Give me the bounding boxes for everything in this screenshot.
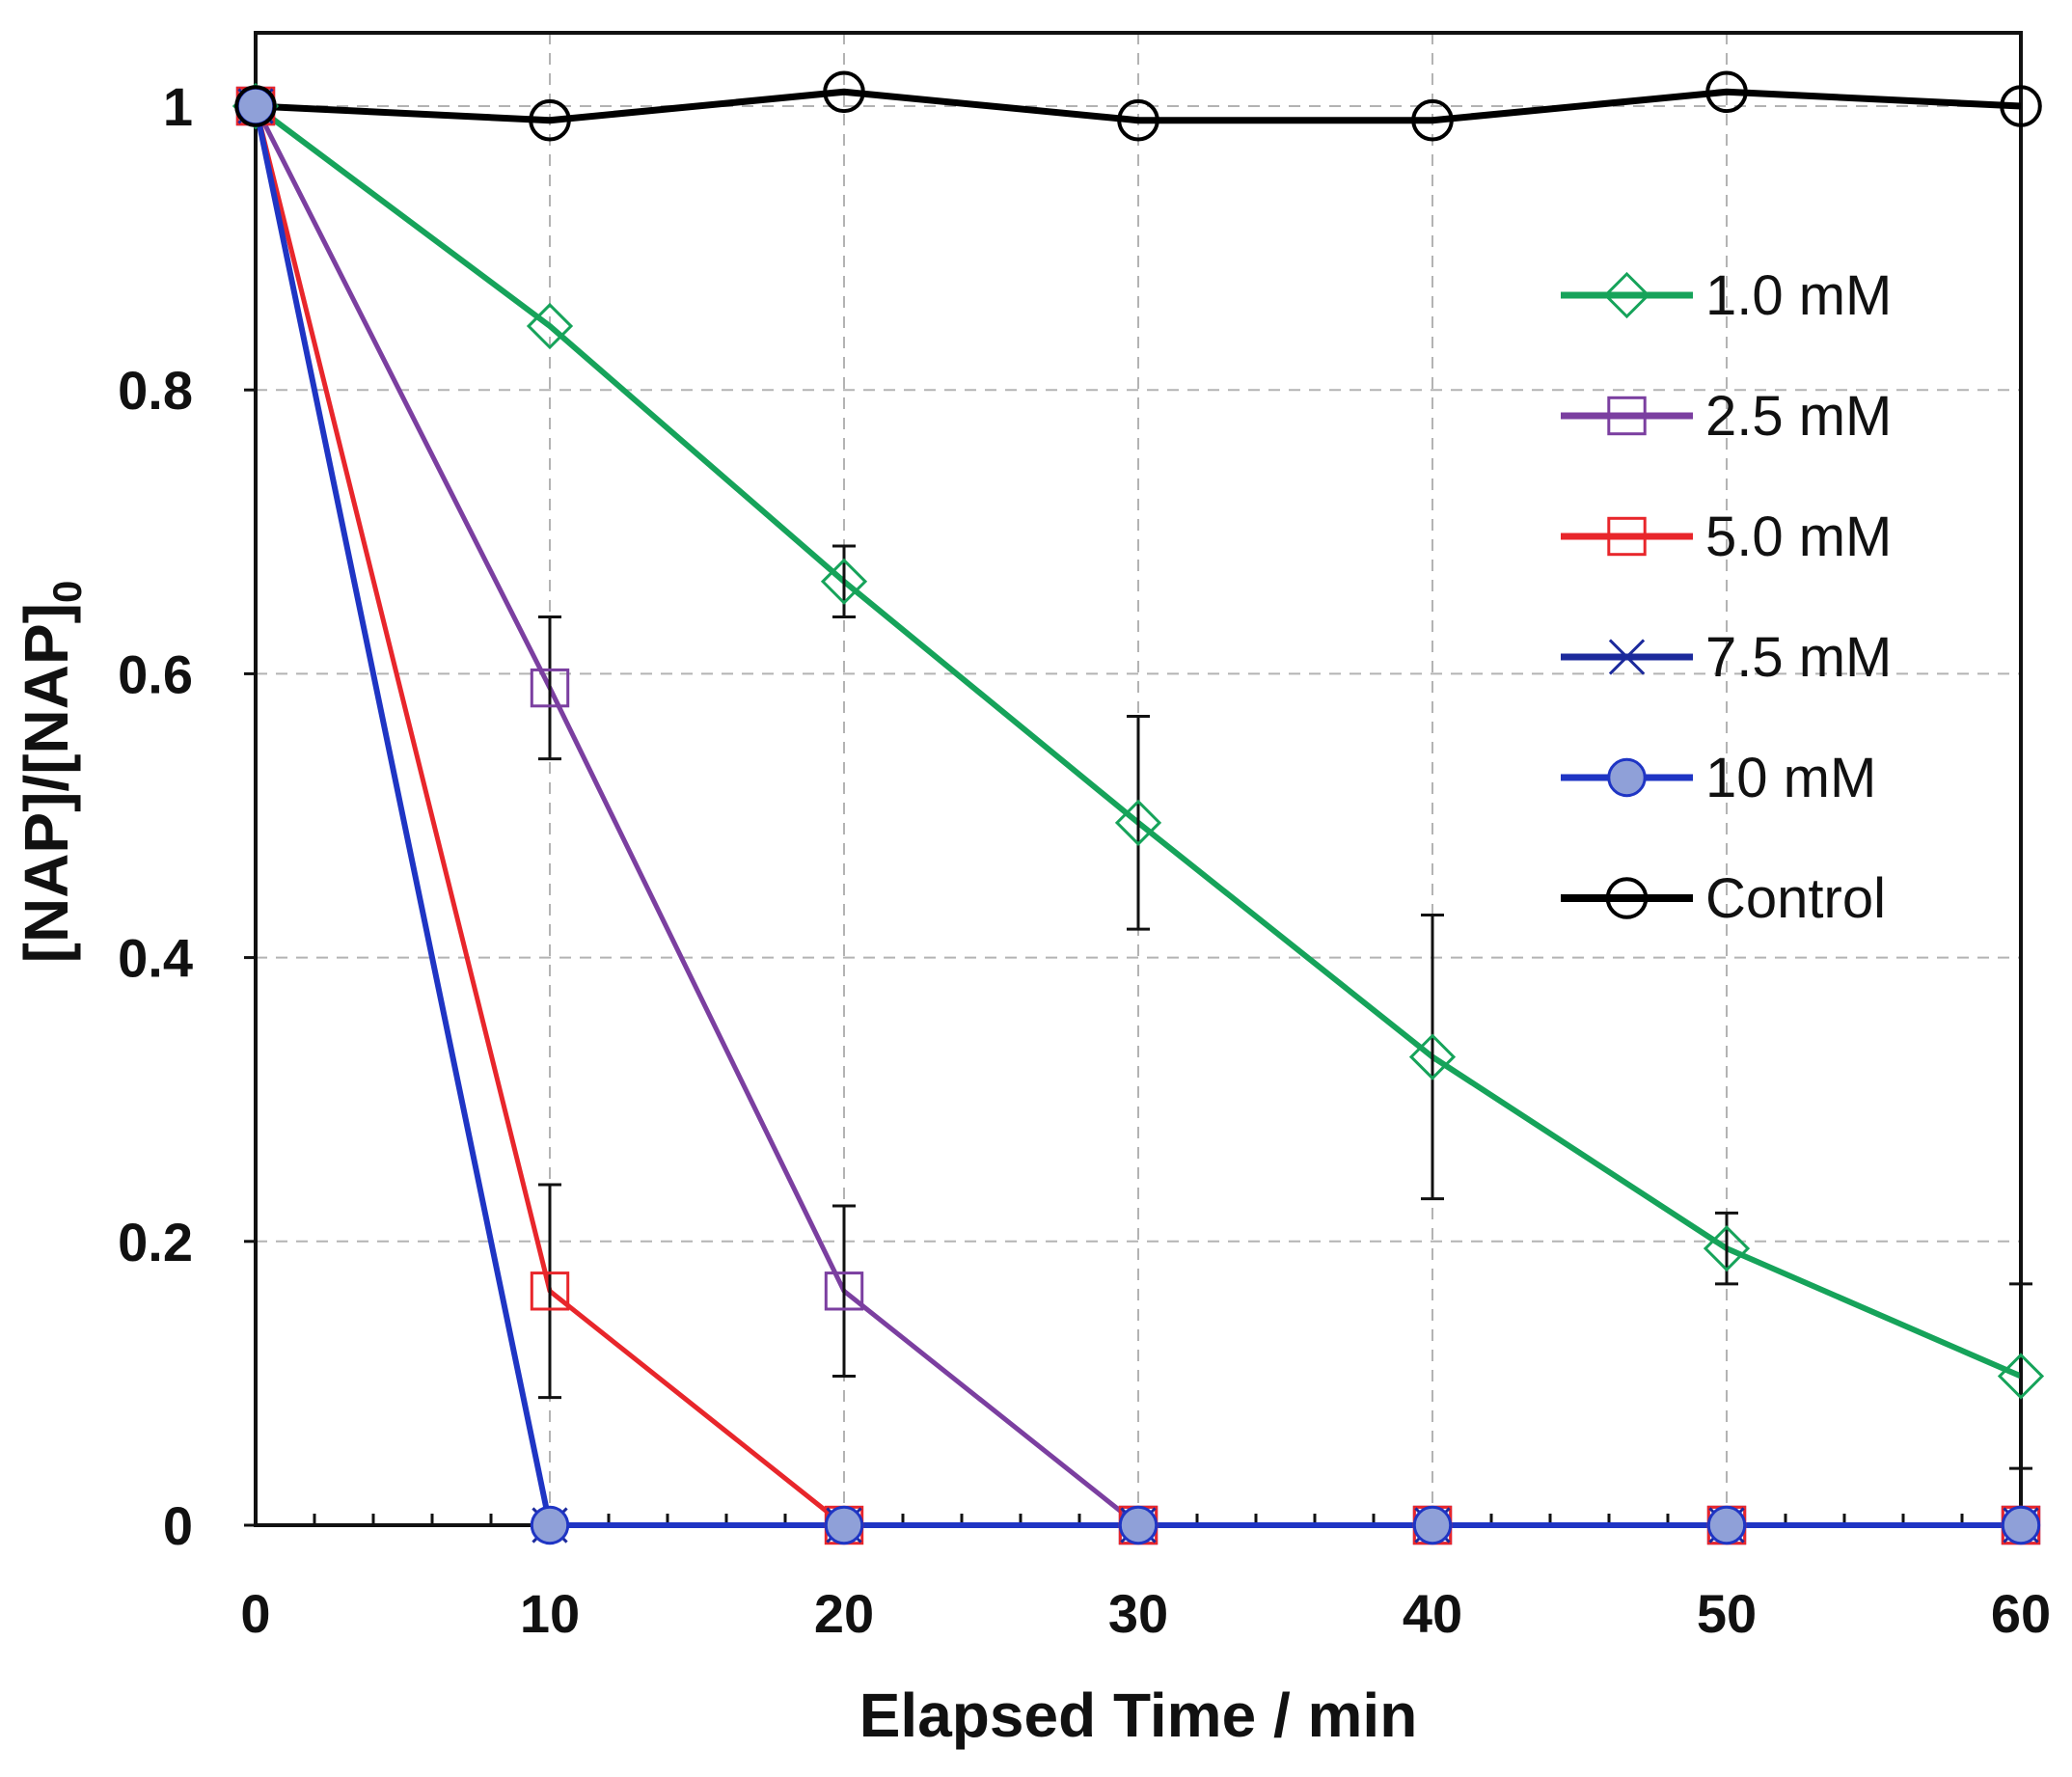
marker-diamond xyxy=(1408,1033,1457,1080)
legend-label: Control xyxy=(1705,867,1886,930)
marker-circle xyxy=(823,70,865,114)
y-axis-title-group: [NAP]/[NAP]0 xyxy=(12,581,90,964)
y-axis-title-subscript: 0 xyxy=(44,581,90,603)
marker-circle xyxy=(529,98,571,142)
marker-circle-filled xyxy=(1412,1505,1453,1545)
marker-circle-filled xyxy=(824,1505,864,1545)
marker-square xyxy=(530,668,570,708)
marker-diamond xyxy=(526,302,574,350)
marker-diamond xyxy=(1703,1225,1751,1272)
marker-circle-filled xyxy=(1118,1505,1159,1545)
marker-circle-filled xyxy=(530,1505,570,1545)
marker-square xyxy=(824,1271,864,1311)
y-tick-label: 1 xyxy=(163,76,193,137)
legend-label: 5.0 mM xyxy=(1705,506,1892,568)
y-tick-label: 0.6 xyxy=(118,643,193,704)
x-tick-label: 10 xyxy=(520,1583,580,1644)
y-tick-label: 0 xyxy=(163,1495,193,1556)
marker-square xyxy=(530,1271,570,1311)
series-group xyxy=(232,70,2045,1545)
x-tick-label: 0 xyxy=(240,1583,270,1644)
legend-label: 1.0 mM xyxy=(1705,264,1892,327)
x-tick-label: 40 xyxy=(1403,1583,1462,1644)
marker-square xyxy=(1607,396,1647,436)
marker-diamond xyxy=(1997,1353,2045,1400)
x-tick-label: 50 xyxy=(1697,1583,1757,1644)
marker-circle xyxy=(2000,85,2042,127)
legend-label: 7.5 mM xyxy=(1705,626,1892,689)
marker-circle xyxy=(1705,70,1748,114)
marker-circle-filled xyxy=(1706,1505,1747,1545)
y-tick-label: 0.2 xyxy=(118,1212,193,1272)
marker-circle-filled xyxy=(2001,1505,2041,1545)
marker-circle xyxy=(1605,877,1649,919)
marker-x xyxy=(1608,639,1646,675)
marker-diamond xyxy=(820,558,868,605)
marker-square xyxy=(1607,516,1647,557)
y-axis-title: [NAP]/[NAP]0 xyxy=(12,581,90,964)
x-axis-title: Elapsed Time / min xyxy=(859,1681,1418,1750)
series-line xyxy=(255,88,2022,124)
legend-label: 10 mM xyxy=(1705,747,1876,809)
marker-circle xyxy=(234,85,277,127)
marker-circle xyxy=(1117,98,1159,142)
x-tick-label: 60 xyxy=(1991,1583,2051,1644)
marker-circle-filled xyxy=(1607,757,1647,798)
x-tick-label: 30 xyxy=(1108,1583,1168,1644)
legend-label: 2.5 mM xyxy=(1705,385,1892,448)
marker-diamond xyxy=(1603,271,1650,319)
y-axis-title-main: [NAP]/[NAP] xyxy=(12,603,81,963)
marker-diamond xyxy=(1114,799,1162,846)
marker-circle xyxy=(1411,98,1454,142)
legend: 1.0 mM 2.5 mM 5.0 mM 7.5 mM 10 mM Control xyxy=(1561,264,1892,930)
x-tick-label: 20 xyxy=(814,1583,874,1644)
y-tick-label: 0.4 xyxy=(118,928,193,989)
y-tick-label: 0.8 xyxy=(118,360,193,421)
